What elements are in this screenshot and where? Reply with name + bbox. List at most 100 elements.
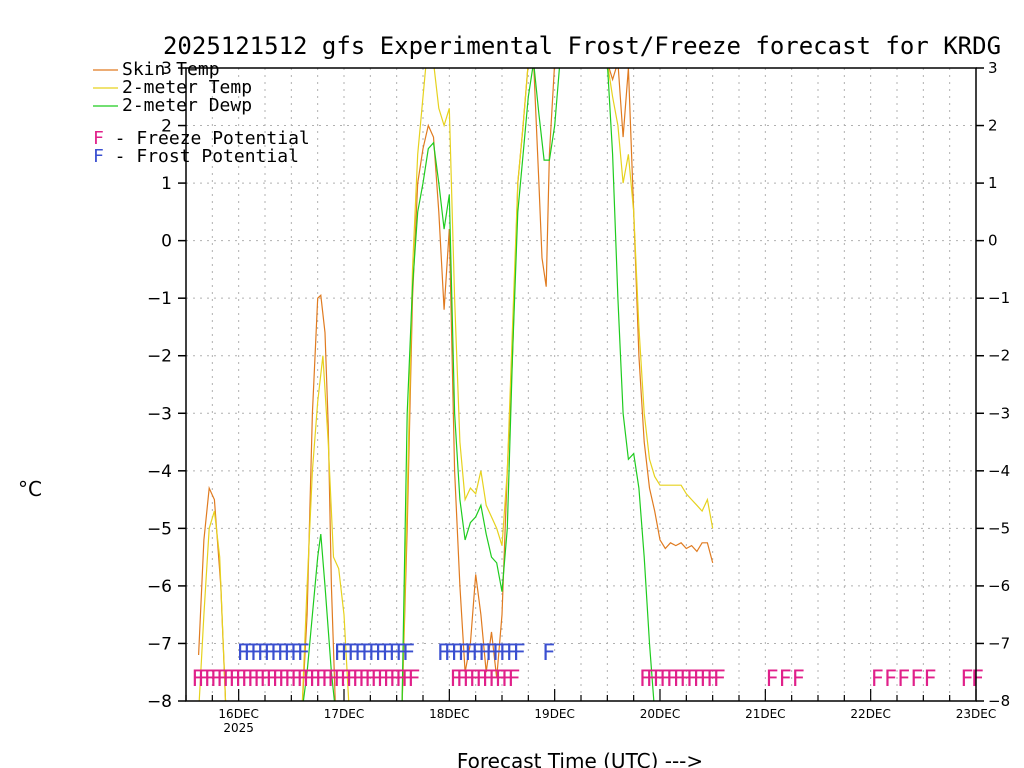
flag-frost: F xyxy=(471,641,484,666)
flag-frost: F xyxy=(450,641,463,666)
flag-freeze: F xyxy=(364,667,377,692)
flag-freeze: F xyxy=(765,667,778,692)
flag-freeze: F xyxy=(686,667,699,692)
flag-freeze: F xyxy=(699,667,712,692)
y-tick-label-right: 2 xyxy=(988,117,998,135)
flag-frost: F xyxy=(297,641,310,666)
y-tick-label-left: −1 xyxy=(147,289,172,309)
x-tick-sublabel: 2025 xyxy=(223,721,254,735)
y-tick-label-left: −6 xyxy=(147,577,172,597)
flag-freeze: F xyxy=(469,667,482,692)
flag-freeze: F xyxy=(407,667,420,692)
y-tick-label-left: 1 xyxy=(161,174,172,194)
x-axis-label: Forecast Time (UTC) ---> xyxy=(457,749,703,768)
flag-frost: F xyxy=(388,641,401,666)
flag-freeze: F xyxy=(501,667,514,692)
y-tick-label-left: 3 xyxy=(161,59,172,79)
flag-frost: F xyxy=(492,641,505,666)
flag-frost: F xyxy=(444,641,457,666)
flag-frost: F xyxy=(485,641,498,666)
flag-frost: F xyxy=(340,641,353,666)
series-line-skin xyxy=(198,68,714,701)
flag-frost: F xyxy=(250,641,263,666)
flag-frost: F xyxy=(381,641,394,666)
flag-freeze: F xyxy=(792,667,805,692)
y-tick-label-right: −1 xyxy=(988,289,1010,307)
series-lines xyxy=(198,68,714,701)
y-tick-label-left: −8 xyxy=(147,692,172,712)
series-line-dewp xyxy=(302,68,655,701)
y-tick-label-right: 0 xyxy=(988,232,998,250)
flag-freeze: F xyxy=(290,667,303,692)
flag-freeze: F xyxy=(339,667,352,692)
flag-freeze: F xyxy=(265,667,278,692)
flag-frost: F xyxy=(333,641,346,666)
x-tick-label: 18DEC xyxy=(429,707,469,721)
flag-frost: F xyxy=(402,641,415,666)
x-tick-label: 16DEC xyxy=(218,707,258,721)
x-tick-label: 21DEC xyxy=(745,707,785,721)
flag-freeze: F xyxy=(321,667,334,692)
x-tick-label: 22DEC xyxy=(850,707,890,721)
flag-frost: F xyxy=(395,641,408,666)
flag-freeze: F xyxy=(507,667,520,692)
legend-flag-frost: F - Frost Potential xyxy=(93,146,299,167)
x-tick-label: 19DEC xyxy=(534,707,574,721)
flag-freeze: F xyxy=(308,667,321,692)
flag-freeze: F xyxy=(897,667,910,692)
y-tick-label-right: 1 xyxy=(988,174,998,192)
y-tick-label-right: −7 xyxy=(988,634,1010,652)
flag-freeze: F xyxy=(210,667,223,692)
flag-freeze: F xyxy=(383,667,396,692)
series-line-t2m xyxy=(198,68,714,701)
y-tick-label-left: −2 xyxy=(147,347,172,367)
flag-freeze: F xyxy=(971,667,984,692)
flag-freeze: F xyxy=(462,667,475,692)
flag-frost: F xyxy=(283,641,296,666)
flag-freeze: F xyxy=(672,667,685,692)
flag-frost: F xyxy=(237,641,250,666)
flag-freeze: F xyxy=(389,667,402,692)
flag-frost: F xyxy=(499,641,512,666)
flag-freeze: F xyxy=(652,667,665,692)
flag-freeze: F xyxy=(241,667,254,692)
y-tick-label-left: −5 xyxy=(147,519,172,539)
y-axis-label: °C xyxy=(18,477,42,501)
flag-freeze: F xyxy=(779,667,792,692)
flag-freeze: F xyxy=(646,667,659,692)
flag-freeze: F xyxy=(315,667,328,692)
flag-freeze: F xyxy=(327,667,340,692)
flag-frost: F xyxy=(478,641,491,666)
flag-freeze: F xyxy=(456,667,469,692)
flag-freeze: F xyxy=(222,667,235,692)
flag-frost: F xyxy=(257,641,270,666)
flag-freeze: F xyxy=(247,667,260,692)
flag-frost: F xyxy=(464,641,477,666)
y-tick-label-left: 0 xyxy=(161,232,172,252)
flag-freeze: F xyxy=(666,667,679,692)
flag-frost: F xyxy=(375,641,388,666)
flag-frost: F xyxy=(437,641,450,666)
flag-frost: F xyxy=(513,641,526,666)
flag-freeze: F xyxy=(346,667,359,692)
flag-freeze: F xyxy=(376,667,389,692)
flag-freeze: F xyxy=(884,667,897,692)
flag-freeze: F xyxy=(960,667,973,692)
x-tick-label: 20DEC xyxy=(640,707,680,721)
flag-freeze: F xyxy=(910,667,923,692)
flag-frost: F xyxy=(457,641,470,666)
flag-freeze: F xyxy=(191,667,204,692)
flag-freeze: F xyxy=(679,667,692,692)
flag-freeze: F xyxy=(449,667,462,692)
grid-lines xyxy=(186,68,976,701)
legend-label-t2m: 2-meter Temp xyxy=(122,77,252,98)
y-tick-label-right: −3 xyxy=(988,404,1010,422)
flag-freeze: F xyxy=(370,667,383,692)
flag-freeze: F xyxy=(197,667,210,692)
flag-freeze: F xyxy=(659,667,672,692)
y-tick-label-right: −4 xyxy=(988,462,1010,480)
flag-frost: F xyxy=(277,641,290,666)
